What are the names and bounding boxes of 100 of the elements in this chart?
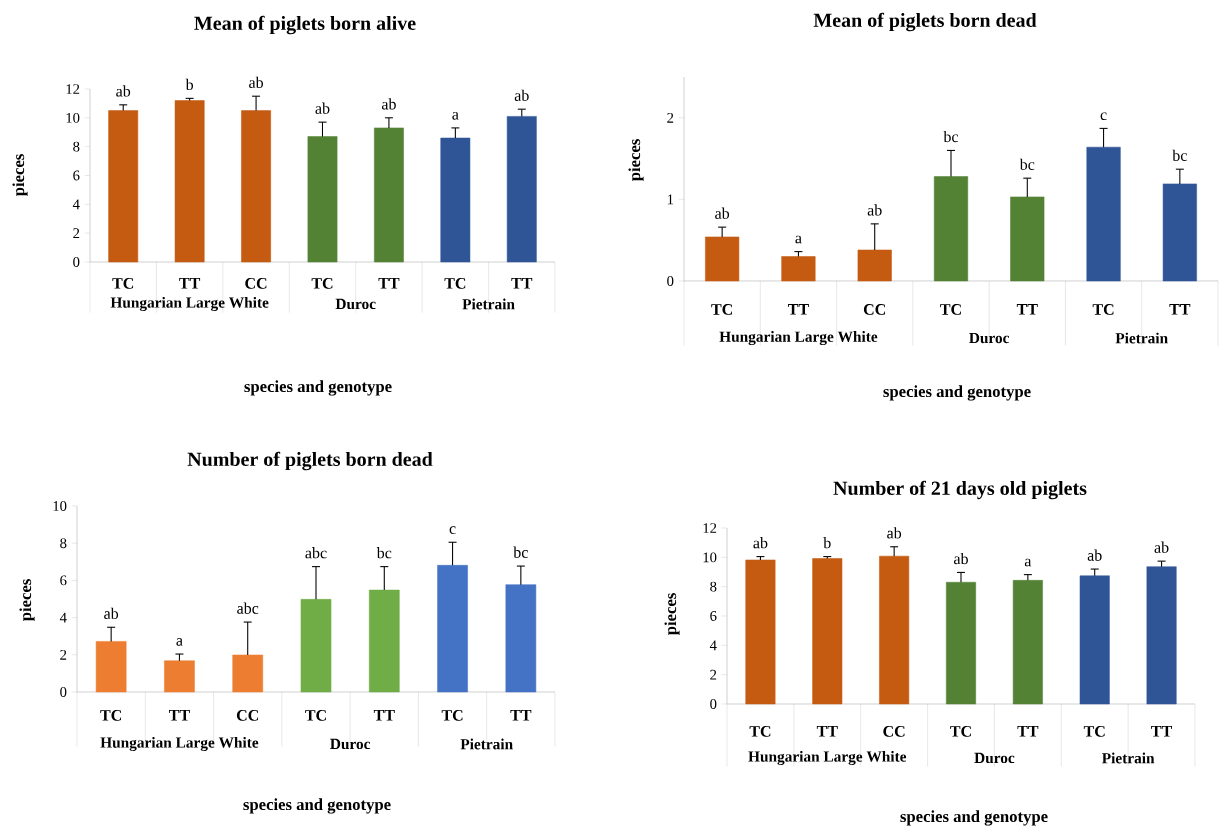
y-tick-label: 10 [66, 112, 80, 123]
bar [705, 236, 740, 282]
y-tick-label: 1 [667, 194, 674, 205]
x-tick-label: TT [511, 278, 533, 289]
y-tick-label: 0 [710, 699, 717, 709]
x-tick-label: TC [100, 710, 122, 721]
chart-title: Mean of piglets born alive [194, 15, 416, 35]
y-tick-label: 12 [703, 523, 717, 533]
x-tick-label: TT [1151, 726, 1172, 737]
x-tick-label: TC [441, 710, 463, 721]
bar [300, 599, 332, 693]
data-label: ab [715, 207, 730, 219]
y-tick-label: 0 [60, 687, 67, 697]
data-label: a [795, 235, 802, 244]
y-tick-label: 6 [710, 611, 717, 621]
bar [440, 137, 471, 263]
text: Pietrain [1115, 332, 1168, 344]
data-label: b [185, 78, 194, 91]
x-tick-label: TC [112, 278, 134, 289]
data-label: ab [249, 76, 264, 88]
data-label: abc [305, 547, 327, 559]
bar [1010, 196, 1045, 282]
text: Pietrain [460, 738, 513, 750]
x-tick-label: TT [169, 710, 190, 721]
x-tick-label: CC [236, 710, 259, 721]
data-label: bc [1172, 149, 1187, 161]
x-tick-label: TT [816, 726, 838, 737]
data-label: ab [753, 537, 768, 549]
data-label: ab [104, 607, 119, 619]
y-tick-label: 0 [73, 257, 80, 267]
data-label: bc [1019, 158, 1035, 170]
data-label: a [1024, 558, 1032, 567]
bar [368, 589, 400, 693]
data-label: ab [116, 85, 131, 97]
x-tick-label: CC [245, 278, 267, 289]
chart-title: Mean of piglets born dead [813, 12, 1037, 32]
text: Hungarian Large White [110, 296, 269, 311]
x-tick-label: TT [378, 278, 400, 289]
bar [108, 110, 139, 263]
y-tick-label: 6 [60, 575, 67, 586]
bar [95, 641, 127, 693]
data-label: ab [1087, 549, 1102, 561]
data-label: ab [867, 204, 882, 216]
bar [812, 558, 843, 705]
text: Duroc [330, 738, 371, 750]
y-tick-label: 4 [709, 640, 717, 651]
bar [437, 565, 468, 693]
y-tick-label: 0 [667, 276, 674, 286]
data-label: c [1100, 112, 1107, 121]
bar [946, 581, 976, 705]
y-tick-label: 2 [73, 228, 80, 239]
y-tick-label: 2 [710, 669, 717, 680]
x-tick-label: TT [510, 710, 532, 721]
x-tick-label: CC [863, 304, 886, 315]
text: Hungarian Large White [100, 736, 259, 751]
bar [307, 136, 338, 263]
text: Pietrain [1102, 752, 1155, 764]
data-label: a [452, 111, 459, 120]
y-axis-title: pieces [628, 139, 644, 182]
bar [505, 584, 537, 693]
y-tick-label: 4 [59, 612, 67, 623]
bar [374, 127, 404, 263]
text: Duroc [974, 752, 1015, 764]
text: Hungarian Large White [748, 750, 907, 765]
x-axis-title: species and genotype [243, 798, 391, 814]
bar [933, 176, 969, 282]
y-tick-label: 10 [703, 552, 717, 563]
data-label: ab [514, 89, 529, 101]
x-tick-label: TT [788, 304, 809, 315]
y-axis-title: pieces [12, 154, 28, 197]
y-axis-title: pieces [19, 579, 35, 622]
x-tick-label: TC [444, 278, 466, 289]
x-tick-label: TC [1092, 304, 1114, 315]
x-tick-label: CC [883, 726, 905, 737]
bar [1162, 183, 1197, 282]
bar [506, 116, 537, 263]
y-tick-label: 12 [66, 84, 80, 94]
y-tick-label: 10 [53, 501, 67, 511]
text: Duroc [969, 332, 1010, 344]
bar [781, 256, 816, 282]
data-label: abc [237, 602, 259, 614]
x-tick-label: TT [373, 710, 395, 721]
x-axis-title: species and genotype [883, 385, 1031, 401]
data-label: ab [315, 102, 330, 114]
y-tick-label: 6 [73, 170, 80, 181]
x-axis-title: species and genotype [900, 810, 1048, 826]
bar [1012, 580, 1043, 705]
x-tick-label: TT [1169, 304, 1191, 315]
data-label: bc [376, 547, 392, 559]
bar [174, 100, 205, 263]
x-tick-label: TT [179, 278, 201, 289]
x-tick-label: TC [305, 710, 326, 721]
text: Hungarian Large White [719, 331, 878, 346]
y-tick-label: 4 [72, 199, 80, 210]
bar [857, 249, 892, 282]
x-tick-label: TC [711, 304, 733, 315]
chart-title: Number of piglets born dead [187, 451, 433, 471]
data-label: ab [887, 527, 902, 539]
data-label: a [176, 638, 183, 646]
chart-title: Number of 21 days old piglets [833, 480, 1087, 500]
